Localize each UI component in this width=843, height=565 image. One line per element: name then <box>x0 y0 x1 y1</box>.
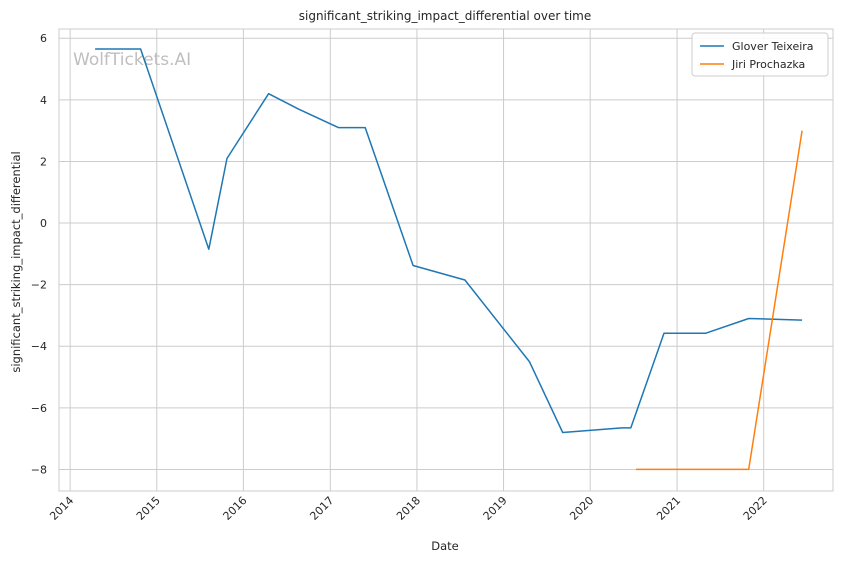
legend-frame <box>691 32 829 77</box>
y-tick-label: 4 <box>40 94 47 107</box>
y-tick-label: −2 <box>31 279 47 292</box>
y-tick-label: −4 <box>31 340 47 353</box>
y-tick-labels: 6 4 2 0 −2 −4 −6 −8 <box>31 32 47 476</box>
x-tick-label: 2017 <box>307 494 336 523</box>
x-tick-label: 2018 <box>394 494 423 523</box>
grid <box>59 29 833 491</box>
series-lines <box>95 48 803 471</box>
series-line-0 <box>95 48 803 434</box>
y-tick-label: 6 <box>40 32 47 45</box>
y-tick-label: −8 <box>31 463 47 476</box>
legend-label-series-1: Jiri Prochazka <box>731 58 805 71</box>
y-axis-label: significant_striking_impact_differential <box>9 151 23 372</box>
x-tick-labels: 2014 2015 2016 2017 2018 2019 2020 2021 2022 <box>47 494 770 523</box>
x-tick-label: 2015 <box>134 494 163 523</box>
legend-label-series-0: Glover Teixeira <box>732 40 814 53</box>
y-tick-label: −6 <box>31 402 47 415</box>
watermark-text: WolfTickets.AI <box>73 50 191 70</box>
x-tick-label: 2022 <box>741 494 770 523</box>
y-tick-label: 2 <box>40 155 47 168</box>
x-tick-label: 2021 <box>654 494 683 523</box>
x-axis-label: Date <box>431 539 459 553</box>
x-tick-label: 2019 <box>481 494 510 523</box>
series-line-1 <box>636 130 803 471</box>
x-tick-label: 2020 <box>567 494 596 523</box>
y-tick-label: 0 <box>40 217 47 230</box>
x-tick-label: 2016 <box>221 494 250 523</box>
x-tick-label: 2014 <box>47 494 76 523</box>
legend: Glover Teixeira Jiri Prochazka <box>691 32 829 77</box>
plot-area <box>58 28 834 492</box>
chart-title: significant_striking_impact_differential… <box>299 9 591 23</box>
